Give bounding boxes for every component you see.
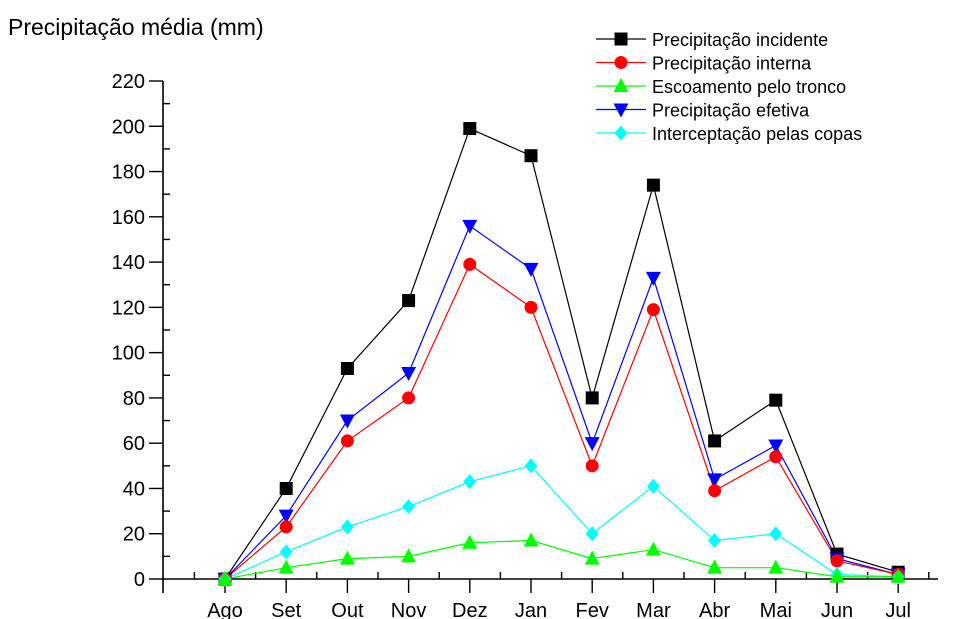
- data-point: [524, 149, 538, 163]
- legend-label: Precipitação incidente: [652, 30, 828, 50]
- data-point: [645, 541, 661, 556]
- data-point: [708, 434, 722, 448]
- legend-label: Precipitação interna: [652, 54, 812, 74]
- series-line: [224, 127, 899, 580]
- data-point: [708, 533, 722, 549]
- data-point: [829, 568, 845, 583]
- y-tick-label: 0: [134, 569, 145, 591]
- series-line: [224, 465, 899, 580]
- data-point: [707, 473, 723, 488]
- data-point: [524, 300, 538, 314]
- y-tick-label: 60: [123, 433, 145, 455]
- data-point: [339, 414, 355, 429]
- series-line: [224, 263, 899, 580]
- y-tick-label: 80: [123, 388, 145, 410]
- data-point: [769, 526, 783, 542]
- data-point: [278, 509, 294, 524]
- data-point: [279, 520, 293, 534]
- y-tick-label: 220: [112, 71, 145, 93]
- y-tick-label: 120: [112, 297, 145, 319]
- y-tick-label: 200: [112, 116, 145, 138]
- data-point: [584, 437, 600, 452]
- data-point: [279, 544, 293, 560]
- y-tick-label: 20: [123, 524, 145, 546]
- legend-label: Interceptação pelas copas: [652, 124, 862, 144]
- data-point: [279, 481, 293, 495]
- x-tick-label: Jan: [515, 600, 547, 619]
- data-point: [830, 554, 844, 568]
- data-point: [768, 559, 784, 574]
- x-tick-label: Nov: [391, 600, 427, 619]
- legend-marker: [614, 32, 628, 46]
- series-line: [224, 224, 899, 580]
- x-tick-label: Mai: [760, 600, 792, 619]
- x-tick-label: Dez: [452, 600, 488, 619]
- data-point: [278, 559, 294, 574]
- x-tick-label: Set: [271, 600, 301, 619]
- data-point: [463, 257, 477, 271]
- data-point: [585, 526, 599, 542]
- data-point: [646, 303, 660, 317]
- data-point: [585, 391, 599, 405]
- legend-marker: [614, 125, 628, 141]
- data-point: [769, 393, 783, 407]
- data-point: [646, 478, 660, 494]
- data-point: [708, 484, 722, 498]
- data-point: [769, 450, 783, 464]
- data-point: [645, 271, 661, 286]
- data-point: [340, 519, 354, 535]
- data-point: [217, 571, 233, 585]
- data-point: [402, 294, 416, 308]
- legend-marker: [613, 78, 629, 92]
- x-tick-label: Jun: [821, 600, 853, 619]
- data-point: [585, 459, 599, 473]
- x-tick-label: Abr: [699, 600, 730, 619]
- legend-marker: [614, 56, 628, 69]
- x-tick-label: Out: [331, 600, 364, 619]
- data-point: [462, 219, 478, 234]
- legend-label: Escoamento pelo tronco: [652, 77, 846, 97]
- data-point: [707, 559, 723, 574]
- data-point: [463, 122, 477, 136]
- data-point: [402, 391, 416, 405]
- data-point: [401, 548, 417, 563]
- legend-label: Precipitação efetiva: [652, 101, 810, 121]
- y-tick-label: 40: [123, 478, 145, 500]
- y-tick-label: 100: [112, 343, 145, 365]
- data-point: [402, 499, 416, 515]
- x-tick-label: Mar: [636, 600, 671, 619]
- x-tick-label: Ago: [207, 600, 243, 619]
- data-point: [340, 434, 354, 448]
- y-axis-title: Precipitação média (mm): [8, 14, 264, 40]
- data-point: [524, 458, 538, 474]
- data-point: [646, 178, 660, 192]
- x-tick-label: Jul: [885, 600, 911, 619]
- data-point: [401, 367, 417, 382]
- data-point: [584, 550, 600, 565]
- series-line: [224, 539, 899, 580]
- data-point: [339, 550, 355, 565]
- data-point: [890, 568, 906, 583]
- data-point: [463, 474, 477, 490]
- legend-marker: [613, 103, 629, 118]
- data-point: [523, 532, 539, 547]
- data-point: [768, 439, 784, 454]
- x-tick-label: Fev: [576, 600, 609, 619]
- y-tick-label: 180: [112, 162, 145, 184]
- data-point: [340, 361, 354, 375]
- data-point: [523, 262, 539, 277]
- data-point: [462, 534, 478, 549]
- y-tick-label: 140: [112, 252, 145, 274]
- y-tick-label: 160: [112, 207, 145, 229]
